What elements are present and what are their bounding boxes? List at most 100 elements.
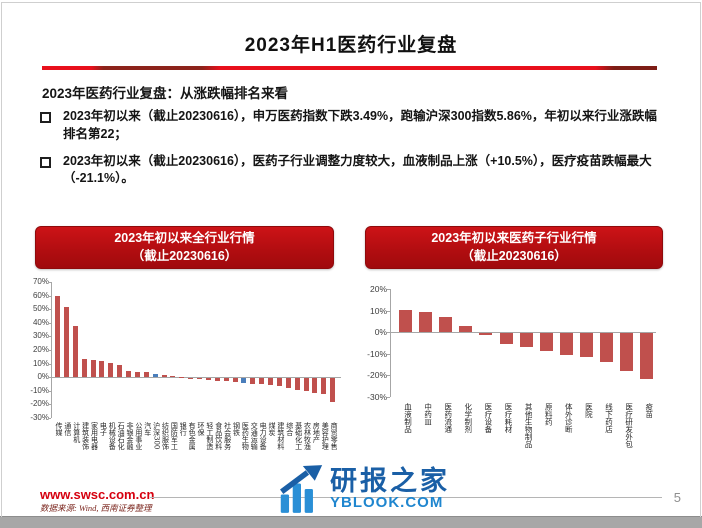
x-label: 通信: [63, 422, 72, 436]
x-label: 基础化工: [294, 422, 303, 450]
y-tick-mark: [48, 322, 51, 324]
x-label: 社会服务: [223, 422, 232, 450]
y-tick-label: 40%: [32, 317, 49, 327]
y-tick-mark: [48, 363, 51, 365]
x-label: 食品饮料: [214, 422, 223, 450]
title-divider: [42, 66, 657, 70]
x-label: 商贸零售: [330, 422, 339, 450]
y-tick-label: 10%: [32, 358, 49, 368]
y-tick-mark: [387, 332, 390, 334]
bar-商贸零售: [330, 378, 336, 402]
x-label: 银行: [179, 422, 188, 436]
bar-房地产: [312, 378, 318, 393]
data-source-note: 数据来源: Wind, 西南证券整理: [40, 503, 152, 513]
bar-计算机: [72, 326, 78, 378]
x-label: 农林牧渔: [303, 422, 312, 450]
y-tick-label: -30%: [367, 392, 387, 402]
y-tick-label: 0%: [374, 327, 387, 338]
bar-传媒: [55, 296, 60, 378]
bar-家用电器: [90, 360, 96, 378]
x-label: 钢铁: [232, 422, 241, 436]
chart-header-line2: （截止20230616）: [461, 248, 567, 263]
bar-医药生物: [241, 378, 247, 383]
y-tick-mark: [48, 350, 51, 351]
x-label: 医药生物: [241, 422, 250, 450]
bar-原料药: [539, 333, 553, 351]
bar-非银金融: [126, 370, 131, 378]
y-tick-label: 60%: [32, 290, 49, 300]
pharma-sub-industry-chart-header: 2023年初以来医药子行业行情 （截止20230616）: [365, 226, 663, 269]
x-label: 其他生物制品: [524, 403, 534, 448]
bar-国防军工: [170, 375, 176, 378]
all-industry-chart-header: 2023年初以来全行业行情 （截止20230616）: [35, 226, 334, 269]
bar-建筑装饰: [81, 359, 87, 378]
y-tick-mark: [387, 375, 390, 377]
page-number: 5: [673, 490, 681, 505]
square-bullet-icon: [40, 112, 51, 123]
bar-建筑材料: [276, 378, 282, 387]
bar-通信: [63, 306, 69, 378]
x-label: 煤炭: [268, 422, 276, 436]
x-label: 公用事业: [134, 422, 143, 450]
y-tick-label: 0%: [37, 372, 49, 382]
footer-website-link[interactable]: www.swsc.com.cn: [40, 487, 155, 502]
x-label: 有色金属: [188, 422, 197, 450]
bullet-item: 2023年初以来（截止20230616），申万医药指数下跌3.49%，跑输沪深3…: [40, 108, 668, 144]
y-tick-mark: [48, 418, 51, 419]
footer-divider: [150, 497, 662, 498]
bar-其他生物制品: [519, 333, 533, 348]
x-label: 计算机: [72, 422, 81, 443]
x-label: 医药流通: [443, 403, 453, 433]
y-tick-mark: [387, 397, 390, 398]
bar-电子: [99, 361, 105, 378]
watermark-logo: 研报之家 YBLOOK.COM: [278, 464, 450, 514]
x-label: 家用电器: [90, 422, 99, 450]
square-bullet-icon: [40, 156, 51, 168]
y-tick-mark: [48, 282, 51, 283]
bar-环保: [197, 378, 202, 380]
bar-煤炭: [268, 378, 273, 386]
bar-医疗设备: [479, 333, 493, 335]
y-tick-label: -20%: [30, 399, 49, 409]
y-tick-mark: [48, 309, 51, 311]
bar-沪深300: [152, 374, 158, 378]
x-label: 房地产: [312, 422, 321, 443]
x-label: 建筑材料: [276, 422, 285, 450]
y-tick-label: -10%: [367, 348, 387, 359]
y-tick-label: -30%: [30, 413, 49, 422]
watermark-title: 研报之家: [330, 465, 450, 496]
bar-农林牧渔: [303, 378, 309, 392]
y-tick-mark: [48, 390, 51, 392]
y-tick-label: 50%: [32, 304, 49, 314]
x-label: 建筑装饰: [81, 422, 90, 450]
zero-line: [390, 332, 656, 334]
x-label: 石油石化: [117, 422, 126, 450]
y-tick-label: -10%: [30, 385, 49, 395]
x-label: 轻工制造: [205, 422, 214, 450]
bar-钢铁: [232, 378, 238, 382]
bullet-text: 2023年初以来（截止20230616），申万医药指数下跌3.49%，跑输沪深3…: [63, 109, 657, 141]
chart-header-line2: （截止20230616）: [131, 248, 238, 263]
bar-医院: [579, 333, 593, 358]
bar-医药流通: [439, 317, 453, 333]
bar-基础化工: [294, 378, 300, 390]
all-industry-chart: 70% 60% 50% 40% 30% 20% 10% 0% -10% -20% -30% 传媒 通信计…: [30, 272, 348, 492]
bar-纺织服饰: [161, 375, 167, 378]
bar-交通运输: [250, 378, 256, 384]
x-label: 医疗研发外包: [624, 403, 634, 448]
bar-社会服务: [223, 378, 229, 382]
x-label: 电力设备: [259, 422, 268, 450]
x-label: 医疗耗材: [504, 403, 513, 433]
bullet-text: 2023年初以来（截止20230616），医药子行业调整力度较大，血液制品上涨（…: [63, 153, 652, 186]
x-label: 医院: [584, 403, 594, 418]
pharma-sub-industry-chart: 20% 10% 0% -10% -20% -30% 血液制品 中药Ⅲ 医药流通 化学制剂 医疗设备 医…: [360, 272, 685, 492]
y-tick-label: 10%: [369, 305, 387, 316]
y-tick-label: 20%: [369, 284, 387, 294]
bullet-item: 2023年初以来（截止20230616），医药子行业调整力度较大，血液制品上涨（…: [40, 153, 668, 189]
x-label: 非银金融: [126, 422, 134, 450]
bar-有色金属: [188, 378, 194, 379]
bar-轻工制造: [205, 378, 211, 380]
bar-综合: [285, 378, 291, 389]
y-tick-label: 30%: [32, 331, 49, 341]
y-axis-line: [390, 289, 391, 397]
